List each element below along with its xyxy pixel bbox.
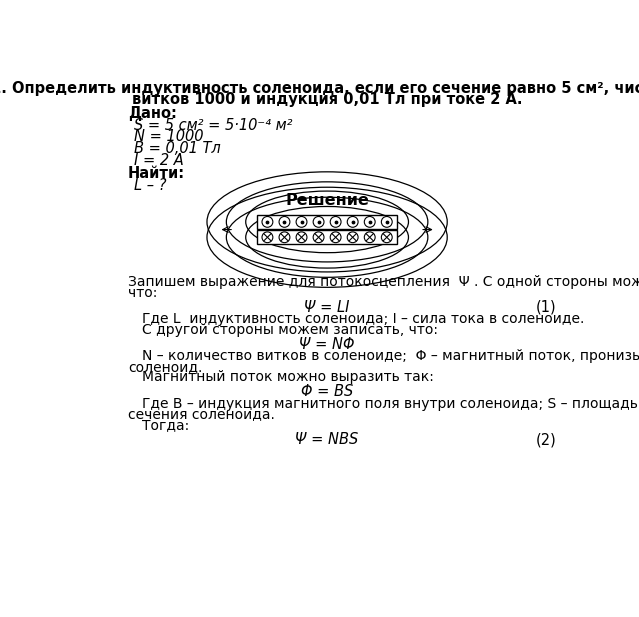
Text: L – ?: L – ?: [134, 178, 167, 193]
Text: что:: что:: [128, 286, 157, 300]
Bar: [258, 230, 397, 244]
Text: Где B – индукция магнитного поля внутри соленоида; S – площадь поперечного: Где B – индукция магнитного поля внутри …: [142, 397, 639, 411]
Bar: [258, 215, 397, 229]
Text: Решение: Решение: [285, 193, 369, 209]
Text: B = 0,01 Тл: B = 0,01 Тл: [134, 141, 221, 156]
Text: Тогда:: Тогда:: [142, 418, 189, 433]
Text: Ψ = NBS: Ψ = NBS: [295, 432, 358, 447]
Text: Найти:: Найти:: [128, 167, 185, 181]
Text: 1. Определить индуктивность соленоида, если его сечение равно 5 см², число: 1. Определить индуктивность соленоида, е…: [0, 81, 639, 96]
Text: соленоид.: соленоид.: [128, 360, 203, 374]
Text: N = 1000: N = 1000: [134, 130, 204, 144]
Text: Запишем выражение для потокосцепления  Ψ . С одной стороны можем записать,: Запишем выражение для потокосцепления Ψ …: [128, 275, 639, 289]
Text: Ψ = LI: Ψ = LI: [304, 300, 350, 315]
Text: сечения соленоида.: сечения соленоида.: [128, 407, 275, 421]
Text: N – количество витков в соленоиде;  Φ – магнитный поток, пронизывающий: N – количество витков в соленоиде; Φ – м…: [142, 349, 639, 363]
Text: I = 2 A: I = 2 A: [134, 152, 184, 168]
Text: (1): (1): [536, 300, 557, 315]
Text: Ψ = NΦ: Ψ = NΦ: [299, 337, 355, 352]
Text: С другой стороны можем записать, что:: С другой стороны можем записать, что:: [142, 323, 438, 337]
Text: Где L  индуктивность соленоида; I – сила тока в соленоиде.: Где L индуктивность соленоида; I – сила …: [142, 312, 584, 326]
Text: Φ = BS: Φ = BS: [301, 384, 353, 399]
Text: S = 5 см² = 5·10⁻⁴ м²: S = 5 см² = 5·10⁻⁴ м²: [134, 118, 293, 133]
Text: (2): (2): [535, 432, 557, 447]
Text: витков 1000 и индукция 0,01 Тл при токе 2 А.: витков 1000 и индукция 0,01 Тл при токе …: [132, 92, 522, 107]
Text: Дано:: Дано:: [128, 106, 177, 120]
Text: Магнитный поток можно выразить так:: Магнитный поток можно выразить так:: [142, 370, 434, 384]
